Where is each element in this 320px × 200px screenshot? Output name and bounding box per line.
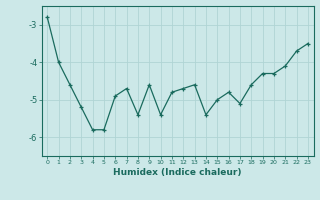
X-axis label: Humidex (Indice chaleur): Humidex (Indice chaleur) — [113, 168, 242, 177]
